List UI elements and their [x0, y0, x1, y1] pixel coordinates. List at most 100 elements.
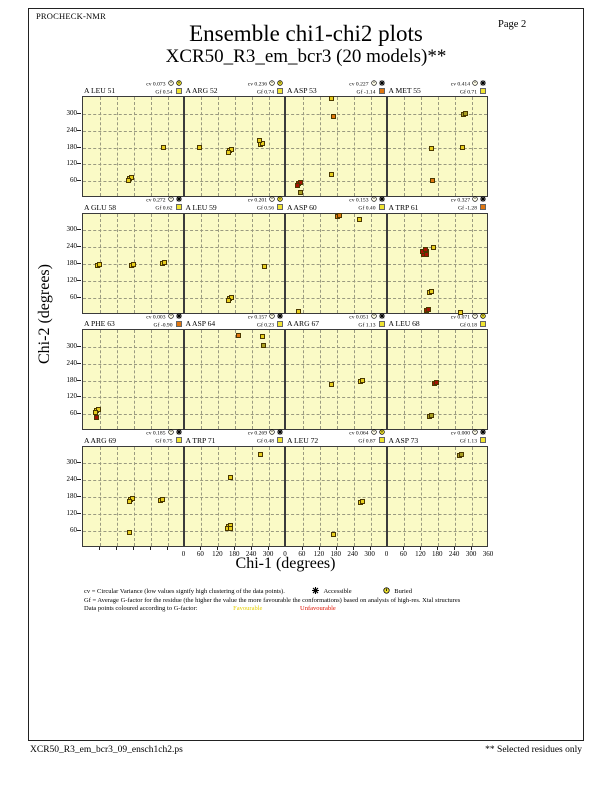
x-tick-mark: [200, 546, 202, 550]
gridline-horizontal: [184, 247, 284, 249]
gf-colour-square: [175, 437, 182, 444]
residue-stats: cv 0.327 Gf -1.28: [451, 196, 487, 212]
gridline-vertical: [455, 330, 457, 429]
x-tick-mark: [268, 546, 270, 550]
gridline-vertical: [269, 330, 271, 429]
data-point: [328, 96, 334, 102]
y-tick-mark: [77, 263, 81, 264]
clock-variance-icon: [167, 313, 174, 319]
app-name: PROCHECK-NMR: [36, 11, 106, 21]
gridline-horizontal: [387, 497, 487, 498]
clock-variance-icon: [472, 313, 478, 319]
gridline-horizontal: [184, 397, 284, 399]
gridline-horizontal: [184, 380, 284, 382]
data-point: [256, 137, 262, 143]
residue-label: A LEU 51: [84, 86, 116, 95]
gridline-horizontal: [387, 414, 487, 416]
gf-colour-square: [277, 87, 283, 94]
y-axis-title: Chi-2 (degrees): [36, 264, 53, 364]
gridline-vertical: [455, 446, 457, 546]
cv-value: cv 0.157: [248, 312, 284, 321]
page-number: Page 2: [498, 19, 527, 30]
y-tick-label: 180: [66, 142, 78, 151]
buried-icon: [480, 313, 486, 319]
gridline-vertical: [370, 330, 372, 429]
gridline-vertical: [235, 97, 237, 196]
gridline-vertical: [472, 97, 474, 196]
gridline-horizontal: [286, 414, 386, 416]
gridline-vertical: [167, 97, 169, 196]
gridline-horizontal: [387, 480, 487, 482]
data-point: [423, 247, 429, 253]
subplot-header: A ARG 69 cv 0.185 Gf 0.75: [82, 429, 184, 446]
x-tick-mark: [454, 546, 456, 550]
legend-line-cv: cv = Circular Variance (low values signi…: [84, 586, 544, 597]
gridline-vertical: [167, 330, 169, 429]
chi1-chi2-plot: [82, 212, 184, 314]
subplot-header: A ASP 73 cv 0.000 Gf 1.13: [387, 429, 489, 446]
data-point: [430, 177, 436, 183]
chi1-chi2-plot: [386, 96, 488, 197]
gridline-horizontal: [83, 530, 183, 532]
gridline-horizontal: [83, 230, 183, 232]
gridline-vertical: [99, 330, 101, 429]
data-point: [228, 474, 234, 480]
gridline-horizontal: [83, 113, 183, 115]
gridline-horizontal: [387, 164, 487, 166]
x-tick-label: 180: [432, 549, 443, 558]
gridline-vertical: [353, 330, 355, 429]
chi1-chi2-plot: [386, 445, 488, 547]
gridline-horizontal: [184, 530, 284, 532]
residue-stats: cv 0.003 Gf -0.90: [146, 312, 182, 329]
cv-value: cv 0.227: [349, 79, 385, 88]
data-point: [330, 114, 336, 120]
gridline-horizontal: [83, 363, 183, 365]
y-tick-mark: [77, 345, 81, 347]
gridline-vertical: [455, 213, 457, 313]
gridline-horizontal: [387, 113, 487, 115]
gridline-horizontal: [184, 463, 284, 465]
buried-icon: [277, 196, 283, 203]
data-point: [295, 309, 301, 315]
data-point: [229, 295, 235, 300]
gridline-vertical: [438, 446, 440, 546]
gridline-horizontal: [286, 164, 386, 166]
data-point: [329, 171, 335, 177]
x-tick-mark: [318, 546, 320, 550]
gridline-horizontal: [83, 147, 183, 149]
x-tick-label: 180: [330, 549, 342, 558]
residue-label: A ASP 64: [185, 319, 216, 328]
residue-label: A LEU 59: [185, 202, 217, 212]
y-tick-mark: [77, 129, 81, 131]
gridline-vertical: [269, 213, 271, 313]
x-tick-label: 0: [283, 549, 287, 558]
gridline-horizontal: [387, 297, 487, 299]
subplot-header: A ASP 64 cv 0.157 Gf 0.23: [184, 312, 286, 329]
gridline-vertical: [302, 330, 304, 429]
residue-stats: cv 0.414 Gf 0.71: [451, 79, 487, 96]
gridline-horizontal: [184, 181, 284, 183]
chi1-chi2-plot: [82, 445, 184, 547]
chi1-chi2-plot: [386, 329, 488, 430]
x-tick-label: 300: [262, 549, 274, 558]
gridline-horizontal: [286, 181, 386, 183]
gridline-vertical: [116, 97, 118, 196]
data-point: [196, 145, 202, 150]
x-tick-label: 360: [482, 549, 494, 558]
gridline-vertical: [353, 97, 355, 196]
gridline-horizontal: [286, 247, 386, 249]
y-tick-label: 180: [66, 492, 78, 500]
gf-value: Gf -0.90: [146, 320, 182, 329]
residue-label: A TRP 71: [185, 435, 216, 445]
x-tick-mark: [251, 546, 253, 550]
chi1-chi2-plot: [183, 445, 285, 547]
gridline-horizontal: [83, 280, 183, 282]
gf-colour-square: [378, 320, 385, 327]
gridline-vertical: [353, 446, 355, 546]
clock-variance-icon: [167, 429, 174, 435]
data-point: [428, 146, 434, 152]
gf-colour-square: [480, 204, 486, 211]
gridline-horizontal: [387, 346, 487, 348]
gridline-vertical: [150, 97, 152, 196]
gridline-vertical: [438, 330, 440, 429]
